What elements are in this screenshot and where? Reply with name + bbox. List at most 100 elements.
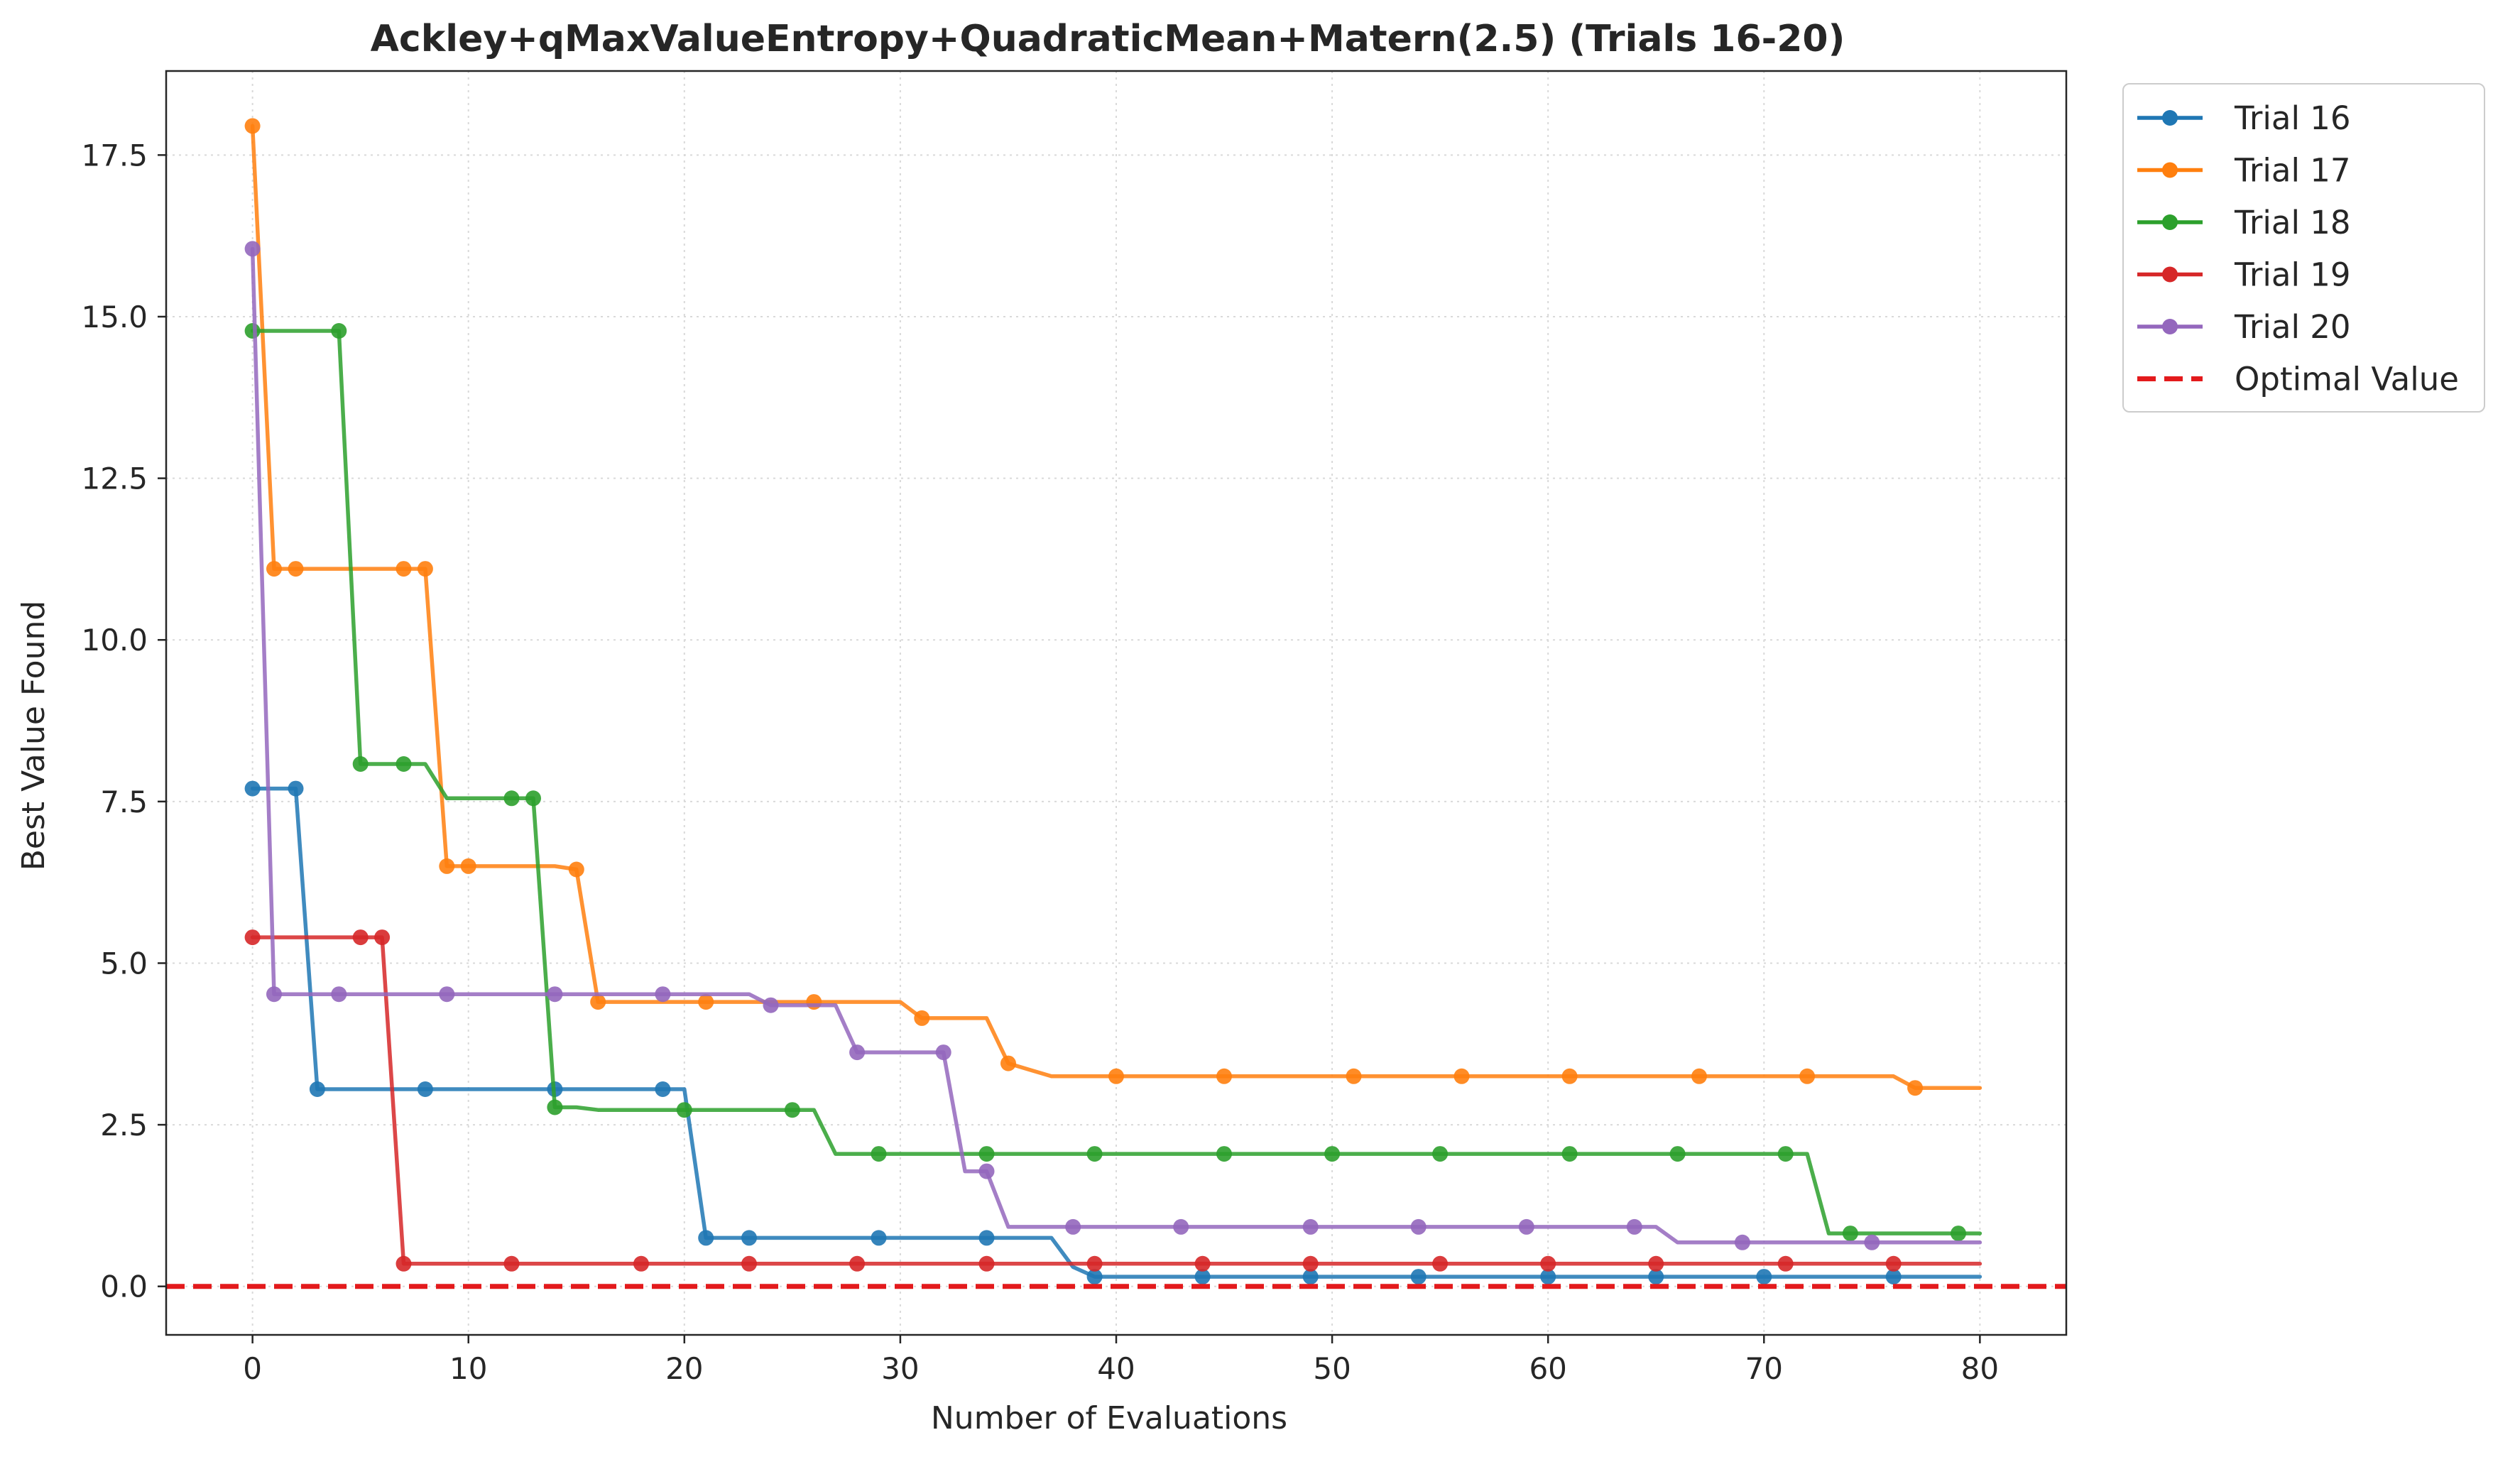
data-point <box>417 561 433 577</box>
series-layer <box>166 118 2066 1289</box>
data-point <box>1734 1234 1750 1250</box>
x-axis-label: Number of Evaluations <box>931 1400 1287 1436</box>
data-point <box>871 1146 887 1162</box>
data-point <box>655 986 671 1003</box>
data-point <box>331 986 347 1003</box>
legend-label: Trial 17 <box>2234 152 2351 190</box>
data-point <box>1000 1055 1016 1071</box>
legend: Trial 16 Trial 17 Trial 18 Trial 19 Trial 20… <box>2122 83 2485 413</box>
legend-marker-swatch <box>2162 266 2178 283</box>
data-point <box>655 1081 671 1097</box>
data-point <box>871 1230 887 1246</box>
y-tick-label: 7.5 <box>100 785 148 819</box>
series-1 <box>244 780 1982 1285</box>
data-point <box>460 858 476 874</box>
data-point <box>1302 1269 1319 1285</box>
data-point <box>1216 1068 1232 1084</box>
data-point <box>244 929 261 946</box>
data-point <box>288 780 304 797</box>
x-tick-label: 70 <box>1745 1351 1783 1386</box>
series-2 <box>244 118 1982 1096</box>
y-tick-label: 5.0 <box>100 946 148 981</box>
plot-background <box>166 71 2066 1335</box>
data-point <box>1540 1269 1556 1285</box>
y-tick-label: 2.5 <box>100 1108 148 1142</box>
data-point <box>978 1146 995 1162</box>
legend-item: Trial 16 <box>2137 99 2351 137</box>
data-point <box>352 929 369 946</box>
legend-item: Trial 20 <box>2137 308 2351 346</box>
data-point <box>1194 1255 1211 1272</box>
legend-marker-swatch <box>2162 214 2178 230</box>
data-point <box>396 1255 412 1272</box>
data-point <box>439 986 455 1003</box>
data-point <box>309 1081 325 1097</box>
x-tick-label: 40 <box>1097 1351 1135 1386</box>
data-point <box>266 986 282 1003</box>
y-tick-label: 15.0 <box>81 300 148 334</box>
legend-label: Trial 19 <box>2234 256 2351 294</box>
data-point <box>1346 1068 1362 1084</box>
data-point <box>568 861 584 878</box>
x-tick-label: 60 <box>1529 1351 1566 1386</box>
data-point <box>1302 1218 1319 1235</box>
series-line <box>250 329 1982 1235</box>
legend-item: Trial 17 <box>2137 152 2351 190</box>
x-tick-label: 30 <box>881 1351 919 1386</box>
data-point <box>1410 1218 1427 1235</box>
data-point <box>784 1102 800 1118</box>
data-point <box>1864 1234 1880 1250</box>
data-point <box>1173 1218 1189 1235</box>
axis-ticks: 0 10 20 30 40 50 60 70 80 0.0 2.5 5.0 7.5 10.0 12.5 15.… <box>81 138 1999 1386</box>
legend-item: Optimal Value <box>2137 361 2459 398</box>
legend-label: Trial 16 <box>2234 99 2351 137</box>
series-5 <box>244 241 1982 1250</box>
data-point <box>676 1102 692 1118</box>
data-point <box>288 561 304 577</box>
x-tick-label: 50 <box>1313 1351 1351 1386</box>
data-point <box>978 1255 995 1272</box>
plot-frame <box>165 70 2068 1336</box>
data-point <box>698 1230 714 1246</box>
legend-label: Trial 20 <box>2234 308 2351 346</box>
data-point <box>547 1099 563 1115</box>
data-point <box>374 929 391 946</box>
data-point <box>1756 1269 1772 1285</box>
data-point <box>1626 1218 1642 1235</box>
data-point <box>1907 1080 1924 1096</box>
legend-label: Trial 18 <box>2234 204 2351 241</box>
data-point <box>1432 1255 1449 1272</box>
data-point <box>417 1081 433 1097</box>
data-point <box>1410 1269 1427 1285</box>
data-point <box>849 1255 866 1272</box>
y-tick-label: 12.5 <box>81 462 148 496</box>
data-point <box>741 1230 757 1246</box>
data-point <box>741 1255 757 1272</box>
data-point <box>1561 1068 1578 1084</box>
data-point <box>1324 1146 1341 1162</box>
data-point <box>525 790 541 807</box>
legend-marker-swatch <box>2162 319 2178 334</box>
series-4 <box>244 929 1982 1272</box>
data-point <box>503 1255 520 1272</box>
legend-frame <box>2122 83 2485 413</box>
data-point <box>352 756 369 772</box>
y-axis-label: Best Value Found <box>16 601 52 871</box>
data-point <box>1453 1068 1470 1084</box>
data-point <box>1540 1255 1556 1272</box>
data-point <box>439 858 455 874</box>
data-point <box>806 994 822 1010</box>
data-point <box>1194 1269 1211 1285</box>
data-point <box>1777 1146 1794 1162</box>
data-point <box>1216 1146 1232 1162</box>
data-point <box>503 790 520 807</box>
data-point <box>698 994 714 1010</box>
data-point <box>914 1010 930 1026</box>
data-point <box>1432 1146 1449 1162</box>
legend-item: Trial 19 <box>2137 256 2351 294</box>
data-point <box>244 241 261 257</box>
data-point <box>1086 1146 1103 1162</box>
data-point <box>547 986 563 1003</box>
y-tick-label: 0.0 <box>100 1270 148 1304</box>
